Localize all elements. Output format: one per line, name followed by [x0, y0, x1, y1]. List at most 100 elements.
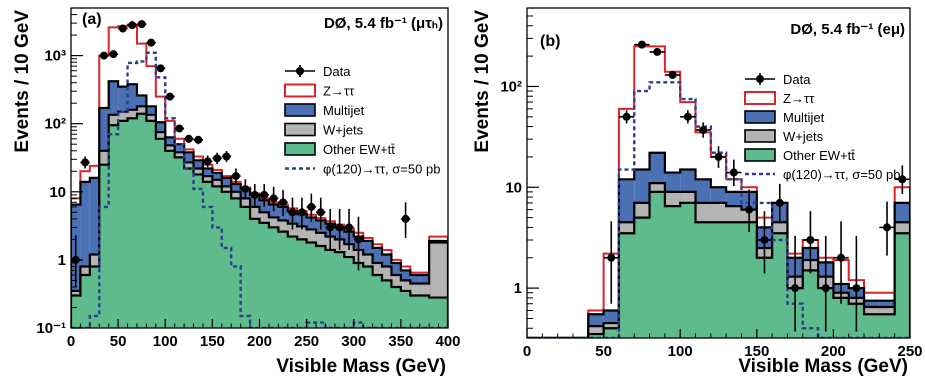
- bar-other-ew-tt--5: [118, 120, 128, 328]
- bar-other-ew-tt--13: [193, 174, 203, 328]
- x-tick-label: 200: [247, 333, 272, 350]
- data-point-10: [175, 124, 184, 133]
- x-tick-label: 200: [821, 343, 846, 360]
- bar-other-ew-tt--21: [268, 227, 279, 328]
- data-point-0: [607, 253, 616, 262]
- data-point-23: [297, 208, 306, 217]
- plot-area: [527, 40, 910, 338]
- data-point-18: [898, 175, 907, 184]
- x-tick-label: 100: [668, 343, 693, 360]
- bar-other-ew-tt--1: [80, 275, 90, 328]
- panel-label: (b): [540, 33, 560, 50]
- bar-other-ew-tt--17: [231, 198, 241, 328]
- bar-other-ew-tt--32: [372, 275, 383, 328]
- data-point-11: [184, 134, 193, 143]
- legend-swatch-data-marker: [296, 67, 304, 75]
- bar-other-ew-tt--22: [278, 231, 288, 328]
- bar-other-ew-tt--9: [664, 206, 681, 338]
- bar-other-ew-tt--14: [741, 222, 757, 338]
- bar-other-ew-tt--22: [864, 314, 880, 338]
- bar-w-jets-39: [438, 242, 448, 328]
- data-point-29: [354, 235, 363, 244]
- y-tick-label: 1: [514, 280, 522, 297]
- legend-swatch-fill: [744, 110, 776, 124]
- bar-other-ew-tt--20: [833, 297, 849, 338]
- x-tick-label: 150: [744, 343, 769, 360]
- data-point-7: [714, 152, 723, 161]
- bar-other-ew-tt--5: [603, 328, 619, 338]
- data-point-28: [345, 223, 354, 232]
- data-point-19: [260, 190, 269, 199]
- data-point-1: [81, 158, 90, 167]
- bar-other-ew-tt--14: [202, 181, 213, 328]
- plot-frame: [526, 7, 911, 339]
- bar-other-ew-tt--15: [756, 257, 773, 338]
- bar-other-ew-tt--37: [419, 295, 430, 328]
- bar-other-ew-tt--39: [438, 297, 448, 328]
- x-tick-label: 50: [110, 333, 127, 350]
- x-tick-label: 250: [897, 343, 922, 360]
- legend-label: Multijet: [323, 103, 365, 118]
- bar-other-ew-tt--23: [879, 314, 895, 338]
- y-axis-title: Events / 10 GeV: [472, 10, 493, 153]
- step-outline-w-jets: [527, 182, 910, 338]
- bar-other-ew-tt--8: [146, 120, 156, 328]
- bar-other-ew-tt--38: [429, 297, 439, 328]
- legend-swatch-fill: [284, 142, 316, 156]
- data-point-24: [307, 202, 316, 211]
- experiment-label: DØ, 5.4 fb⁻¹ (μτₕ): [324, 15, 443, 32]
- bar-other-ew-tt--9: [155, 138, 166, 328]
- data-point-13: [806, 236, 815, 245]
- bar-other-ew-tt--7: [634, 217, 650, 338]
- y-tick-label: 10: [505, 179, 522, 196]
- data-point-17: [241, 184, 250, 193]
- y-tick-label: 10⁻¹: [36, 320, 66, 337]
- bar-other-ew-tt--33: [382, 280, 392, 328]
- y-tick-label: 10²: [44, 116, 66, 133]
- data-point-9: [165, 92, 174, 101]
- x-tick-label: 100: [153, 333, 178, 350]
- data-point-14: [821, 284, 830, 293]
- experiment-label: DØ, 5.4 fb⁻¹ (eμ): [790, 21, 905, 38]
- data-point-2: [99, 51, 108, 60]
- legend: Data Z→ττ Multijet W+jets Other EW+tt̄ φ(120)…: [744, 72, 900, 182]
- bar-other-ew-tt--0: [71, 295, 81, 328]
- bar-other-ew-tt--31: [363, 266, 373, 328]
- legend-swatch-fill: [744, 129, 776, 143]
- bar-other-ew-tt--6: [127, 118, 137, 328]
- x-tick-label: 350: [388, 333, 413, 350]
- data-point-15: [837, 253, 846, 262]
- bar-other-ew-tt--29: [344, 257, 354, 328]
- x-tick-label: 250: [294, 333, 319, 350]
- legend-label: Z→ττ: [323, 84, 355, 99]
- legend-label: φ(120)→ττ, σ=50 pb: [323, 162, 440, 177]
- legend: Data Z→ττ Multijet W+jets Other EW+tt̄ φ(120)…: [284, 64, 440, 177]
- bar-other-ew-tt--28: [334, 252, 345, 328]
- legend-label: W+jets: [323, 123, 364, 138]
- legend-swatch-outline: [284, 83, 316, 98]
- x-axis-title: Visible Mass (GeV): [276, 356, 446, 377]
- legend-label: Other EW+tt̄: [783, 148, 855, 163]
- bar-other-ew-tt--6: [618, 233, 635, 338]
- data-point-25: [316, 208, 325, 217]
- step-outline-other-ew-tt-: [527, 190, 910, 338]
- bar-other-ew-tt--10: [165, 150, 175, 328]
- bar-other-ew-tt--15: [212, 186, 222, 328]
- data-point-11: [775, 198, 784, 207]
- bar-other-ew-tt--26: [316, 245, 326, 328]
- step-outline-other-ew-tt-: [71, 112, 448, 328]
- legend-swatch-fill: [284, 122, 316, 137]
- x-tick-label: 0: [523, 343, 531, 360]
- x-tick-label: 50: [595, 343, 612, 360]
- y-tick-label: 10: [49, 184, 66, 201]
- plot-area: [71, 20, 448, 328]
- bar-other-ew-tt--10: [680, 202, 696, 338]
- y-tick-label: 1: [58, 252, 66, 269]
- data-point-18: [250, 190, 259, 199]
- bar-other-ew-tt--20: [259, 222, 269, 328]
- data-point-5: [128, 21, 137, 30]
- bar-w-jets-38: [429, 242, 439, 328]
- legend-label: φ(120)→ττ, σ=50 pb: [783, 167, 900, 182]
- x-tick-label: 150: [200, 333, 225, 350]
